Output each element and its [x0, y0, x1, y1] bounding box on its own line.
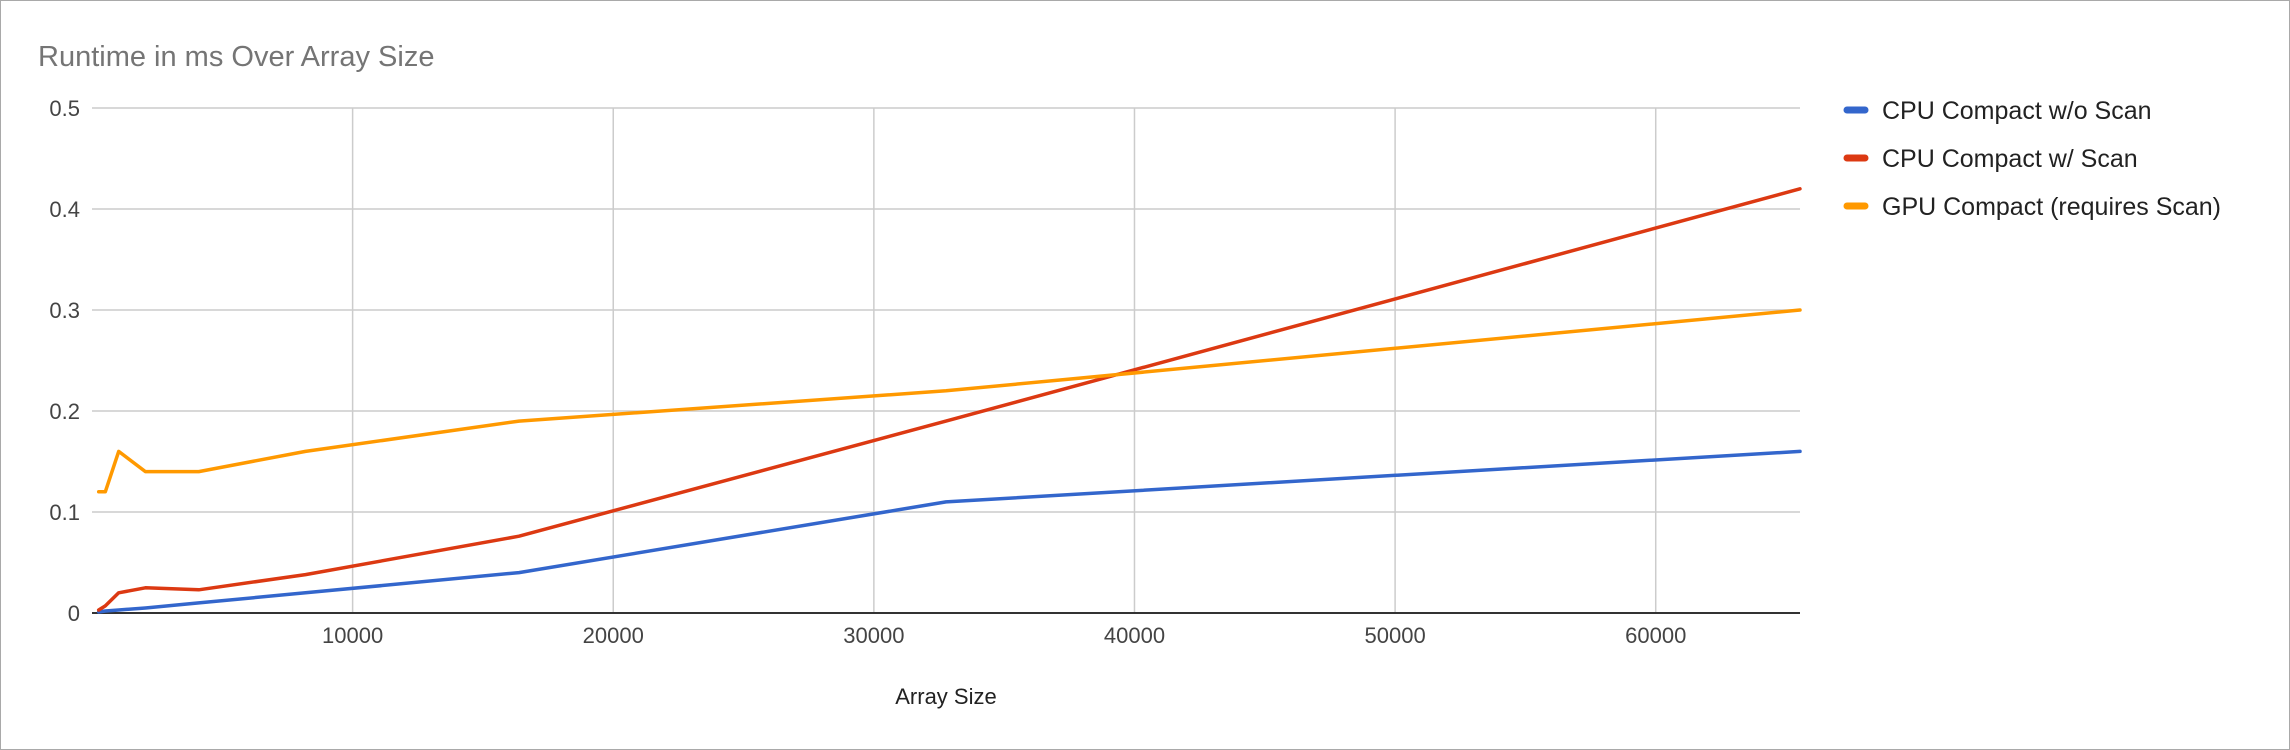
- x-tick-label: 20000: [583, 623, 644, 648]
- x-tick-label: 40000: [1104, 623, 1165, 648]
- x-tick-label: 30000: [843, 623, 904, 648]
- legend-label: CPU Compact w/o Scan: [1882, 97, 2152, 125]
- y-tick-label: 0.3: [49, 298, 80, 323]
- series-line-1: [96, 449, 1802, 614]
- series-lines: [96, 187, 1802, 614]
- chart-title: Runtime in ms Over Array Size: [38, 41, 434, 73]
- legend: CPU Compact w/o Scan CPU Compact w/ Scan G…: [1843, 97, 2221, 221]
- series-line-3: [96, 308, 1802, 494]
- x-tick-label: 10000: [322, 623, 383, 648]
- x-tick-label: 50000: [1365, 623, 1426, 648]
- series-line-2: [96, 187, 1802, 612]
- y-tick-label: 0.5: [49, 96, 80, 121]
- x-axis-title: Array Size: [895, 684, 996, 709]
- legend-label: CPU Compact w/ Scan: [1882, 145, 2138, 173]
- legend-label: GPU Compact (requires Scan): [1882, 193, 2221, 221]
- axes: 0 0.1 0.2 0.3 0.4 0.5 10000 20000 30000 40000 5000…: [49, 96, 1800, 648]
- gridlines: [92, 107, 1800, 613]
- y-tick-label: 0: [68, 601, 80, 626]
- y-tick-label: 0.1: [49, 500, 80, 525]
- y-tick-label: 0.4: [49, 197, 80, 222]
- y-tick-label: 0.2: [49, 399, 80, 424]
- x-tick-label: 60000: [1625, 623, 1686, 648]
